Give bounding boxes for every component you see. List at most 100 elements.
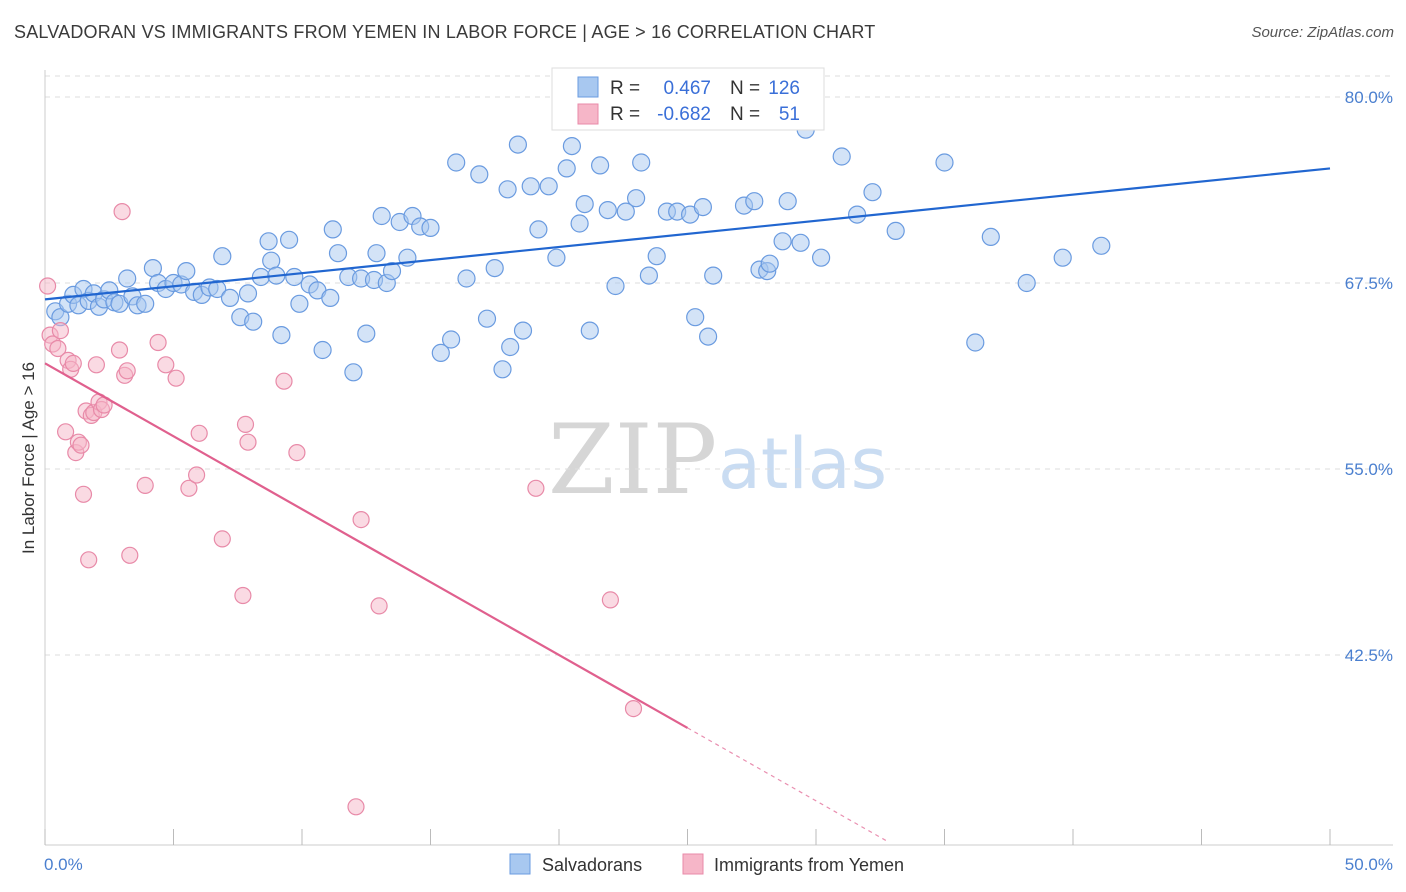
point-yemen: [87, 356, 106, 374]
point-salvadoran: [485, 259, 504, 278]
point-salvadoran: [616, 202, 635, 221]
point-salvadoran: [208, 279, 227, 299]
point-yemen: [56, 423, 75, 441]
correlation-legend: R = 0.467 N = 126 R = -0.682 N = 51: [551, 67, 825, 131]
point-salvadoran: [328, 244, 348, 263]
point-yemen: [180, 479, 198, 497]
point-yemen: [352, 510, 370, 529]
point-yemen: [188, 466, 206, 484]
point-yemen: [121, 546, 139, 564]
point-salvadoran: [606, 276, 625, 296]
trend-line-yemen: [44, 362, 689, 729]
point-yemen: [239, 433, 257, 451]
point-salvadoran: [285, 267, 304, 287]
point-salvadoran: [745, 192, 764, 211]
point-salvadoran: [238, 284, 258, 303]
y-tick-labels: 42.5% 55.0% 67.5% 80.0%: [1345, 88, 1393, 665]
point-salvadoran: [457, 269, 476, 288]
y-tick-label: 42.5%: [1345, 646, 1393, 665]
point-salvadoran: [791, 233, 810, 252]
point-salvadoran: [470, 165, 489, 184]
legend-n-value-1: 126: [768, 78, 800, 99]
point-salvadoran: [431, 343, 450, 362]
point-salvadoran: [575, 195, 594, 214]
point-salvadoran: [698, 327, 718, 346]
bottom-legend-label-salvadorans: Salvadorans: [542, 855, 642, 875]
point-salvadoran: [498, 180, 517, 199]
legend-n-value-2: 51: [779, 104, 800, 125]
legend-n-label-1: N =: [730, 78, 760, 99]
legend-r-value-2: -0.682: [657, 104, 711, 125]
point-salvadoran: [760, 254, 779, 273]
point-salvadoran: [778, 192, 797, 211]
x-tick-label-min: 0.0%: [44, 855, 83, 874]
point-salvadoran: [220, 288, 240, 307]
gridlines: [45, 75, 1393, 656]
chart-title: SALVADORAN VS IMMIGRANTS FROM YEMEN IN L…: [14, 22, 876, 42]
point-yemen: [157, 356, 175, 374]
point-salvadoran: [442, 330, 461, 349]
point-yemen: [527, 479, 545, 497]
trend-line-yemen-extension: [687, 727, 889, 843]
watermark-zip: ZIP: [548, 404, 717, 516]
point-salvadoran: [177, 262, 196, 281]
point-salvadoran: [832, 147, 851, 166]
point-salvadoran: [562, 137, 582, 156]
point-yemen: [370, 597, 388, 615]
point-salvadoran: [118, 269, 137, 288]
series-salvadorans: [46, 120, 1111, 382]
point-salvadoran: [477, 309, 497, 328]
watermark-atlas: atlas: [718, 423, 887, 505]
point-salvadoran: [580, 321, 599, 340]
point-yemen: [80, 551, 98, 569]
point-salvadoran: [693, 198, 713, 217]
point-salvadoran: [598, 201, 617, 220]
point-salvadoran: [447, 153, 466, 172]
point-salvadoran: [981, 227, 1000, 246]
point-yemen: [38, 277, 57, 295]
bottom-legend-swatch-blue: [509, 853, 531, 875]
point-salvadoran: [935, 153, 954, 172]
point-salvadoran: [639, 266, 659, 285]
point-yemen: [347, 798, 365, 816]
point-salvadoran: [382, 262, 402, 281]
point-yemen: [110, 341, 129, 359]
point-salvadoran: [570, 214, 589, 233]
legend-r-value-1: 0.467: [663, 78, 711, 99]
point-yemen: [213, 530, 231, 548]
point-salvadoran: [966, 333, 985, 352]
point-yemen: [72, 436, 90, 454]
point-salvadoran: [863, 183, 882, 202]
point-salvadoran: [259, 232, 278, 251]
point-salvadoran: [886, 221, 905, 240]
point-salvadoran: [136, 294, 155, 313]
point-salvadoran: [421, 218, 440, 237]
point-yemen: [74, 485, 93, 503]
point-yemen: [51, 322, 70, 340]
series-legend: Salvadorans Immigrants from Yemen: [509, 853, 904, 875]
point-salvadoran: [357, 324, 376, 343]
point-salvadoran: [1017, 273, 1036, 293]
legend-r-label-1: R =: [610, 78, 640, 99]
point-salvadoran: [513, 321, 533, 340]
legend-n-label-2: N =: [730, 104, 760, 125]
x-ticks: [44, 829, 1331, 845]
series-yemen: [38, 203, 643, 816]
point-salvadoran: [547, 248, 566, 267]
point-salvadoran: [529, 220, 548, 239]
point-yemen: [49, 339, 67, 358]
y-tick-label: 67.5%: [1345, 274, 1393, 293]
point-salvadoran: [773, 232, 792, 251]
point-salvadoran: [704, 266, 723, 285]
point-yemen: [288, 444, 306, 462]
point-salvadoran: [686, 308, 705, 327]
point-salvadoran: [367, 244, 386, 263]
point-salvadoran: [501, 337, 520, 357]
point-salvadoran: [313, 340, 332, 360]
point-salvadoran: [508, 135, 528, 154]
y-tick-label: 80.0%: [1345, 88, 1393, 107]
trend-line-salvadorans: [44, 167, 1331, 301]
point-yemen: [275, 372, 293, 390]
source-credit: Source: ZipAtlas.com: [1251, 24, 1394, 41]
